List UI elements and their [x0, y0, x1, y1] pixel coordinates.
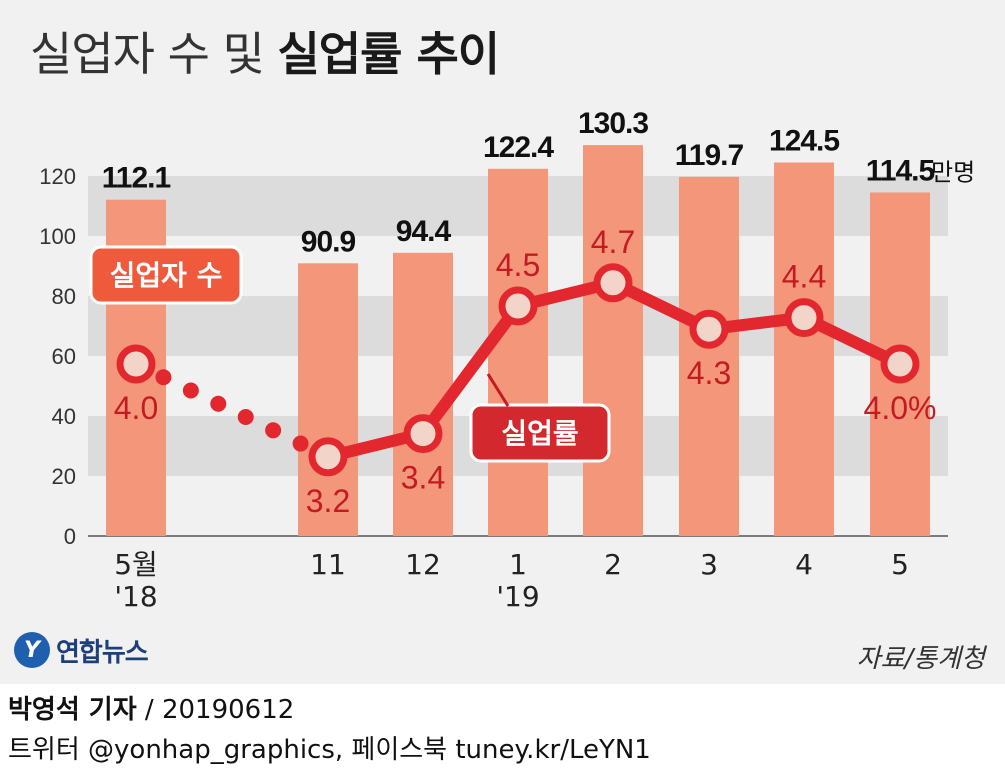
x-tick-label: 2	[604, 548, 622, 581]
legend-unemployed-count	[89, 245, 243, 305]
bar-value-label: 114.5	[866, 155, 935, 188]
x-tick-label: '19	[496, 580, 539, 613]
yonhap-logo-icon: Y	[14, 632, 50, 668]
rate-value-label: 4.4	[782, 259, 826, 295]
y-tick-label: 20	[52, 464, 76, 489]
bar-value-label: 130.3	[578, 107, 648, 140]
bar	[393, 252, 453, 537]
rate-gap-dot	[210, 395, 227, 412]
bar	[488, 168, 548, 537]
rate-point	[880, 344, 920, 384]
legend-unemployed-count-label: 실업자 수	[110, 259, 223, 292]
legend-unemployment-rate-label: 실업률	[501, 417, 578, 450]
x-tick-label: 1	[509, 548, 527, 581]
rate-point	[308, 437, 348, 477]
y-tick-label: 120	[39, 164, 76, 189]
x-tick-label: 5	[891, 548, 909, 581]
bar-value-label: 122.4	[483, 131, 554, 164]
rate-gap-dot	[182, 382, 199, 399]
rate-gap-dot	[265, 422, 282, 439]
yonhap-logo: Y 연합뉴스	[14, 630, 149, 670]
x-tick-label: 12	[405, 548, 441, 581]
bar-value-label: 94.4	[396, 215, 452, 248]
x-tick-label: 4	[795, 548, 813, 581]
title-bold: 실업률 추이	[277, 27, 500, 81]
rate-value-label: 3.2	[306, 483, 350, 519]
rate-point	[116, 344, 156, 384]
bar-value-label: 124.5	[769, 125, 839, 158]
x-tick-label: 5월	[114, 548, 158, 581]
rate-point	[784, 298, 824, 338]
bar	[298, 263, 358, 536]
rate-value-label: 3.4	[401, 460, 445, 496]
bar	[679, 176, 739, 536]
y-tick-label: 40	[52, 404, 76, 429]
title-light: 실업자 수 및	[30, 27, 265, 81]
rate-value-label: 4.0	[114, 390, 158, 426]
bar-unit-label: 만명	[931, 159, 975, 187]
bar-value-label: 90.9	[301, 225, 356, 258]
source-label: 자료/통계청	[856, 644, 985, 674]
rate-gap-dot	[292, 435, 309, 452]
footer: 박영석 기자 / 20190612 트위터 @yonhap_graphics, …	[8, 690, 651, 770]
x-tick-label: '18	[114, 580, 157, 613]
y-tick-label: 60	[52, 344, 76, 369]
bar	[774, 162, 834, 536]
y-tick-label: 100	[39, 224, 76, 249]
legend-pointer	[486, 373, 510, 407]
rate-value-label: 4.3	[687, 355, 731, 391]
rate-gap-dot	[237, 409, 254, 426]
bar	[583, 145, 643, 536]
bar-value-label: 112.1	[102, 162, 171, 195]
footer-contacts: 트위터 @yonhap_graphics, 페이스북 tuney.kr/LeYN…	[8, 735, 651, 765]
footer-line-1: 박영석 기자 / 20190612	[8, 690, 651, 730]
yonhap-logo-text: 연합뉴스	[56, 637, 149, 668]
rate-value-label: 4.0%	[864, 390, 937, 426]
legend-unemployment-rate	[469, 403, 611, 463]
y-tick-label: 80	[52, 284, 76, 309]
reporter-name: 박영석 기자	[8, 695, 137, 725]
rate-gap-dot	[155, 369, 172, 386]
chart-title: 실업자 수 및 실업률 추이	[30, 18, 500, 84]
rate-value-label: 4.5	[496, 247, 540, 283]
x-tick-label: 3	[700, 548, 718, 581]
y-tick-label: 0	[64, 524, 76, 549]
rate-value-label: 4.7	[591, 224, 635, 260]
x-tick-label: 11	[310, 548, 346, 581]
rate-point	[498, 286, 538, 326]
bar-value-label: 119.7	[675, 139, 744, 172]
rate-point	[593, 263, 633, 303]
rate-point	[689, 309, 729, 349]
rate-point	[403, 414, 443, 454]
publish-date: / 20190612	[144, 695, 295, 725]
